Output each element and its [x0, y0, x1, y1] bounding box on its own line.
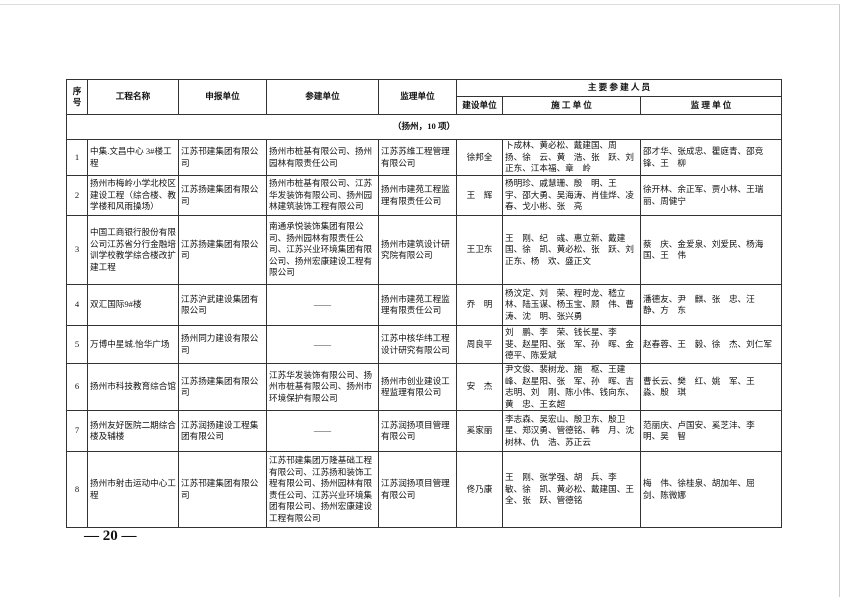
page-number: — 20 — — [84, 528, 137, 544]
cell: 中集.文昌中心 3#楼工程 — [87, 139, 179, 176]
cell: 江苏润扬建设工程集团有限公司 — [178, 410, 267, 452]
cell: 卜成林、黄必松、戴建国、周 扬、徐 云、黄 浩、张 跃、刘正东、江本福、章 岭 — [502, 139, 641, 176]
cell: 7 — [66, 410, 88, 452]
cell: 5 — [66, 325, 88, 364]
cell: 扬州市建苑工程监理有限责任公司 — [378, 175, 457, 216]
row: 6 扬州市科技教育综合馆 江苏扬建集团有限公司 江苏华发装饰有限公司、扬州市桩基有限公… — [66, 363, 782, 411]
table: 序号 工程名称 申报单位 参建单位 监理单位主 要 参 建 人 员建设单位施 工 单 位… — [66, 79, 782, 528]
cell: 曹长云、樊 红、姚 军、王 淼、殷 琪 — [640, 363, 782, 411]
cell: 徐邦全 — [456, 139, 503, 176]
cell: 刘 鹏、李 荣、钱长星、李 斐、赵星阳、张 军、孙 晖、金德平、陈爱斌 — [502, 325, 641, 364]
cell: 赵春蓉、王 毅、徐 杰、刘仁军 — [640, 325, 782, 364]
cell: 江苏苏维工程管理有限公司 — [378, 139, 457, 176]
cell: 扬州市射击运动中心工程 — [87, 451, 179, 528]
cell: 双汇国际9#楼 — [87, 284, 179, 326]
header-cell: 序号 — [66, 79, 88, 115]
cell: 江苏扬建集团有限公司 — [178, 363, 267, 411]
row: 5 万博中星城.怡华广场 扬州同力建设有限公司 —— 江苏中核华纬工程设计研究有限公司周… — [66, 325, 782, 364]
cell: 杨汶定、刘 荣、程时龙、嵇立林、陆玉谋、杨玉宝、顾 伟、曹 涛、沈 明、张兴勇 — [502, 284, 641, 326]
section-cell: （扬州，10 项） — [66, 114, 782, 140]
cell: 扬州同力建设有限公司 — [178, 325, 267, 364]
cell: 尹文俊、裴树龙、施 枢、王建峰、赵星阳、张 军、孙 晖、吉志明、刘 刚、陈小伟、… — [502, 363, 641, 411]
cell: 范丽庆、卢国安、奚芝沣、李 明、吴 智 — [640, 410, 782, 452]
cell: 江苏中核华纬工程设计研究有限公司 — [378, 325, 457, 364]
cell: 扬州市建筑设计研究院有限公司 — [378, 215, 457, 285]
cell: 扬州友好医院二期综合楼及辅楼 — [87, 410, 179, 452]
cell: 邵才华、张成忠、瞿庭青、邵竞锋、王 柳 — [640, 139, 782, 176]
section-row: （扬州，10 项） — [66, 114, 782, 140]
cell: 江苏邗建集团有限公司 — [178, 451, 267, 528]
cell: 江苏润扬项目管理有限公司 — [378, 451, 457, 528]
row: 3 中国工商银行股份有限公司江苏省分行金融培训学校教学综合楼改扩建工程 江苏扬建集团… — [66, 215, 782, 285]
cell: 徐开林、余正军、贾小林、王瑞丽、周健宁 — [640, 175, 782, 216]
header-row: 建设单位施 工 单 位监 理 单 位 — [67, 96, 782, 115]
header-cell: 建设单位 — [456, 96, 503, 115]
cell: 扬州市建苑工程监理有限责任公司 — [378, 284, 457, 326]
cell: —— — [266, 284, 379, 326]
cell: 扬州市桩基有限公司、扬州园林有限责任公司 — [266, 139, 379, 176]
cell: —— — [266, 410, 379, 452]
cell: 中国工商银行股份有限公司江苏省分行金融培训学校教学综合楼改扩建工程 — [87, 215, 179, 285]
cell: 万博中星城.怡华广场 — [87, 325, 179, 364]
cell: 8 — [66, 451, 88, 528]
header-cell: 监 理 单 位 — [640, 96, 782, 115]
cell: 杨明珍、戚慧珊、殷 明、王 宇、邵大勇、吴海涛、肖佳烨、凌 春、戈小彬、张 亮 — [502, 175, 641, 216]
cell: 王 刚、张学强、胡 兵、李 敏、徐 凯、黄必松、戴建国、王 全、张 跃、管德铭 — [502, 451, 641, 528]
cell: 江苏华发装饰有限公司、扬州市桩基有限公司、扬州市环境保护有限公司 — [266, 363, 379, 411]
row: 8 扬州市射击运动中心工程 江苏邗建集团有限公司 江苏邗建集团万隆基础工程有限公司、江… — [66, 451, 782, 528]
cell: 4 — [66, 284, 88, 326]
cell: 江苏沪武建设集团有限公司 — [178, 284, 267, 326]
cell: 扬州市创业建设工程监理有限公司 — [378, 363, 457, 411]
cell: 江苏扬建集团有限公司 — [178, 215, 267, 285]
header-cell: 参建单位 — [266, 79, 379, 115]
cell: 王 辉 — [456, 175, 503, 216]
header-cell: 工程名称 — [87, 79, 179, 115]
cell: 扬州市科技教育综合馆 — [87, 363, 179, 411]
header-cell: 施 工 单 位 — [502, 96, 641, 115]
cell: 梅 伟、徐桂泉、胡加年、屈 剑、陈微娜 — [640, 451, 782, 528]
cell: 王 刚、纪 彧、惠立新、戴建国、徐 凯、黄必松、张 跃、刘正东、杨 欢、盛正文 — [502, 215, 641, 285]
cell: 潘德友、尹 麒、张 忠、汪 静、方 东 — [640, 284, 782, 326]
cell: 3 — [66, 215, 88, 285]
cell: 王卫东 — [456, 215, 503, 285]
cell: 6 — [66, 363, 88, 411]
cell: 安 杰 — [456, 363, 503, 411]
cell: 扬州市桩基有限公司、江苏华发装饰有限公司、扬州园林建筑装饰工程有限公司 — [266, 175, 379, 216]
cell: 1 — [66, 139, 88, 176]
cell: 江苏扬建集团有限公司 — [178, 175, 267, 216]
header-cell: 监理单位 — [378, 79, 457, 115]
page-edge — [0, 4, 840, 597]
cell: 乔 明 — [456, 284, 503, 326]
row: 2 扬州市梅岭小学北校区建设工程（综合楼、教学楼和风雨操场） 江苏扬建集团有限公司扬… — [66, 175, 782, 216]
cell: 李志森、吴宏山、殷卫东、殷卫星、郑汉勇、管德铭、韩 月、沈树林、仇 浩、苏正云 — [502, 410, 641, 452]
header-cell: 申报单位 — [178, 79, 267, 115]
cell: 扬州市梅岭小学北校区建设工程（综合楼、教学楼和风雨操场） — [87, 175, 179, 216]
cell: 江苏润扬项目管理有限公司 — [378, 410, 457, 452]
row: 7 扬州友好医院二期综合楼及辅楼 江苏润扬建设工程集团有限公司 —— 江苏润扬项目管理有… — [66, 410, 782, 452]
header-row: 序号 工程名称 申报单位 参建单位 监理单位主 要 参 建 人 员 — [66, 79, 782, 115]
cell: 奚家丽 — [456, 410, 503, 452]
header-cell: 主 要 参 建 人 员 — [456, 79, 782, 97]
row: 4 双汇国际9#楼 江苏沪武建设集团有限公司 —— 扬州市建苑工程监理有限责任公司乔 明… — [66, 284, 782, 326]
cell: 江苏邗建集团万隆基础工程有限公司、江苏扬和装饰工程有限公司、扬州园林有限责任公司… — [266, 451, 379, 528]
cell: 佟乃康 — [456, 451, 503, 528]
cell: 2 — [66, 175, 88, 216]
cell: —— — [266, 325, 379, 364]
cell: 江苏邗建集团有限公司 — [178, 139, 267, 176]
row: 1 中集.文昌中心 3#楼工程 江苏邗建集团有限公司 扬州市桩基有限公司、扬州园林有限… — [66, 139, 782, 176]
cell: 蔡 庆、金爱泉、刘爱民、杨海国、王 伟 — [640, 215, 782, 285]
cell: 南通承悦装饰集团有限公司、扬州园林有限责任公司、江苏兴业环境集团有限公司、扬州宏… — [266, 215, 379, 285]
cell: 周良平 — [456, 325, 503, 364]
